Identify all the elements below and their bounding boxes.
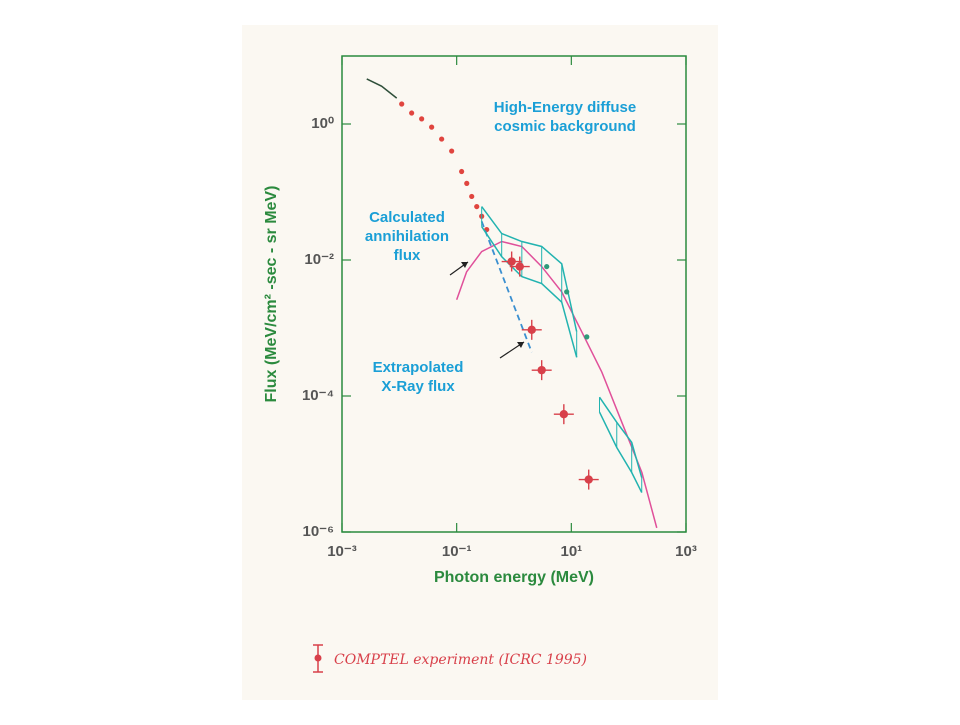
y-tick-label: 10⁻⁶ xyxy=(302,523,334,540)
point xyxy=(419,116,425,122)
point xyxy=(559,409,569,419)
point xyxy=(469,193,475,200)
point xyxy=(564,289,570,295)
error-point xyxy=(553,404,574,425)
band-lower xyxy=(481,226,578,358)
point xyxy=(537,365,546,375)
point xyxy=(584,334,590,340)
y-tick-label: 10⁻² xyxy=(304,251,334,268)
x-tick-label: 10⁻³ xyxy=(327,543,357,560)
annotation: cosmic background xyxy=(494,118,636,135)
point xyxy=(515,262,524,271)
legend-entry: COMPTEL experiment (ICRC 1995) xyxy=(334,652,587,668)
paper xyxy=(242,25,718,700)
line xyxy=(366,78,398,99)
x-tick-label: 10³ xyxy=(675,543,697,560)
point xyxy=(584,475,593,484)
plot-marks xyxy=(341,56,687,533)
error-point xyxy=(521,319,542,340)
x-tick-label: 10⁻¹ xyxy=(442,543,472,560)
legend-symbol xyxy=(314,654,322,662)
point xyxy=(464,180,470,186)
annotation: Calculated xyxy=(369,209,445,226)
plot-frame xyxy=(341,55,687,533)
error-point xyxy=(509,256,530,277)
point xyxy=(507,257,516,266)
x-axis-label: Photon energy (MeV) xyxy=(434,569,594,586)
annotation: High-Energy diffuse xyxy=(494,99,637,116)
band-upper xyxy=(481,206,578,332)
point xyxy=(544,263,550,270)
point xyxy=(449,148,455,154)
error-point xyxy=(531,360,552,381)
dashed-line xyxy=(480,221,533,353)
point xyxy=(527,325,536,335)
point xyxy=(459,168,465,175)
y-tick-label: 10⁰ xyxy=(311,115,334,132)
point xyxy=(399,101,405,107)
point xyxy=(474,203,480,210)
y-tick-label: 10⁻⁴ xyxy=(302,387,334,404)
error-point xyxy=(578,469,599,490)
point xyxy=(439,136,445,142)
annotation: Extrapolated xyxy=(373,359,464,376)
annotation: flux xyxy=(394,247,421,264)
arrowhead xyxy=(517,342,524,348)
error-point xyxy=(501,251,522,272)
annotations: High-Energy diffuse cosmic background Calc… xyxy=(365,99,636,395)
point xyxy=(409,110,415,116)
annotation: X-Ray flux xyxy=(381,378,455,395)
y-axis-label: Flux (MeV/cm² -sec - sr MeV) xyxy=(263,186,280,403)
x-tick-label: 10¹ xyxy=(560,543,582,560)
line xyxy=(455,240,658,529)
band-upper xyxy=(598,396,643,478)
arrowhead xyxy=(461,262,468,268)
point xyxy=(429,124,435,130)
annotation: annihilation xyxy=(365,228,449,245)
band-lower xyxy=(598,411,643,493)
